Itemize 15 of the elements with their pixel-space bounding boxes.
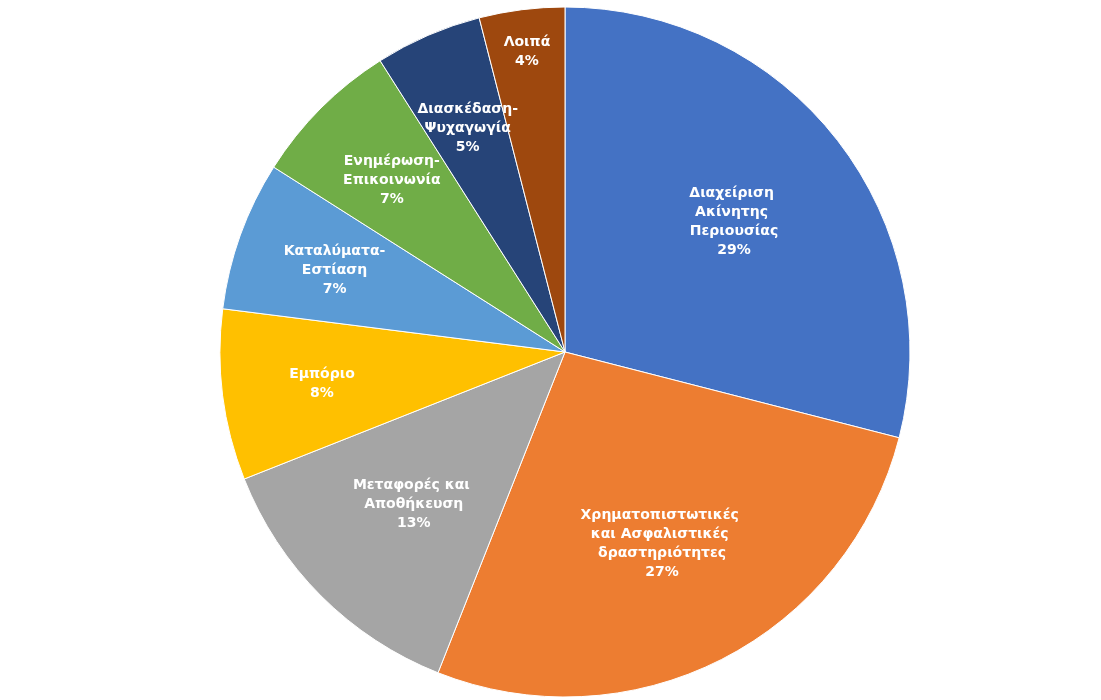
slice-label: Χρηματοπιστωτικές και Ασφαλιστικές δραστηριότητες [580, 506, 744, 561]
data-label: 4% [515, 52, 539, 69]
data-label: 13% [396, 514, 431, 531]
data-label: 7% [379, 189, 404, 206]
data-label: 27% [645, 563, 679, 580]
data-label: 5% [455, 138, 480, 155]
data-label: 29% [717, 241, 751, 258]
slice-label: Ενημέρωση-Επικοινωνία [343, 151, 441, 187]
slice-label: Διαχείριση Ακίνητης Περιουσίας [689, 184, 779, 239]
slice-label: Μεταφορές και Αποθήκευση [352, 476, 475, 512]
slice-label: Καταλύματα-Εστίαση [283, 242, 386, 278]
slice-label: Λοιπά [503, 33, 551, 50]
data-label: 8% [310, 384, 334, 401]
slice-label: Εμπόριο [289, 365, 356, 382]
data-label: 7% [322, 280, 347, 297]
